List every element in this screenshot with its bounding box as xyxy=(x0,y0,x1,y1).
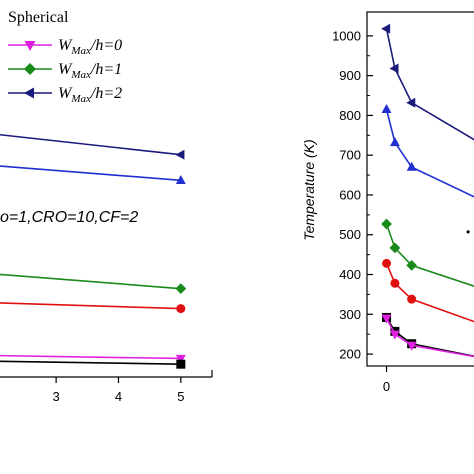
parameter-annotation: o=1,CRO=10,CF=2 xyxy=(0,209,138,226)
legend-marker-1 xyxy=(24,63,36,75)
left-series-marker-h0 xyxy=(175,354,186,364)
right-series-marker-green-1 xyxy=(389,242,401,254)
legend: WMax/h=0 WMax/h=1 WMax/h=2 xyxy=(8,37,122,105)
right-series-marker-navy-1 xyxy=(389,63,399,74)
left-series-marker-h2 xyxy=(175,149,185,160)
left-chart-panel: 3 4 5 Spherical WMax/h=0 WMax/h=1 WMax/h=2 o… xyxy=(0,9,213,404)
right-series-marker-red-0 xyxy=(382,258,392,268)
legend-label-2: WMax/h=2 xyxy=(58,85,122,105)
right-series-marker-navy-0 xyxy=(381,23,391,34)
left-series-marker-h1b xyxy=(176,304,186,314)
right-plot-frame xyxy=(366,11,474,367)
right-y-tick-label: 600 xyxy=(339,187,361,202)
left-series-line-h1b xyxy=(0,302,181,310)
right-series-marker-green-0 xyxy=(381,218,392,230)
left-series-line-h0 xyxy=(0,354,181,360)
right-series-marker-blue-1 xyxy=(389,137,400,147)
right-series-line-blue xyxy=(385,109,474,198)
right-series-marker-red-1 xyxy=(390,278,400,288)
right-series-line-green xyxy=(385,223,474,287)
right-series-marker-navy-2 xyxy=(406,97,416,108)
right-series-marker-magenta-1 xyxy=(389,330,400,340)
legend-label-0: WMax/h=0 xyxy=(58,37,122,57)
clipped-label-fragment: • xyxy=(466,225,470,239)
left-x-tick-label: 4 xyxy=(115,389,122,404)
right-series-marker-blue-0 xyxy=(381,104,392,114)
right-y-tick-label: 200 xyxy=(339,347,361,362)
right-series-line-navy xyxy=(385,28,474,141)
right-y-tick-label: 500 xyxy=(339,227,361,242)
y-axis-label: Temperature (K) xyxy=(301,139,317,240)
right-series-marker-magenta-2 xyxy=(406,341,417,351)
right-y-tick-label: 800 xyxy=(339,108,361,123)
left-x-tick-label: 5 xyxy=(177,389,184,404)
left-series-marker-hk xyxy=(176,359,186,369)
legend-label-1: WMax/h=1 xyxy=(58,61,122,81)
legend-title: Spherical xyxy=(8,9,69,26)
right-series-marker-red-2 xyxy=(407,294,417,304)
right-x-tick-label: 0 xyxy=(383,379,390,394)
right-series-line-magenta xyxy=(385,317,474,358)
left-series-line-h2 xyxy=(0,133,181,156)
right-series-group xyxy=(381,23,474,358)
right-y-ticks: 200 300 400 500 600 700 800 900 1000 xyxy=(332,28,373,362)
legend-marker-0 xyxy=(24,41,36,51)
right-y-tick-label: 1000 xyxy=(332,28,361,43)
right-series-marker-blue-2 xyxy=(406,161,417,171)
left-x-ticks: 3 4 5 xyxy=(53,377,184,404)
legend-marker-2 xyxy=(24,87,34,99)
left-series-line-h2b xyxy=(0,165,181,182)
right-y-tick-label: 300 xyxy=(339,307,361,322)
right-series-line-red xyxy=(385,263,474,323)
left-series-marker-h2b xyxy=(175,174,186,184)
right-chart-panel: 200 300 400 500 600 700 800 900 1000 0 Temperatu… xyxy=(301,11,474,394)
right-series-marker-green-2 xyxy=(406,259,418,271)
left-x-tick-label: 3 xyxy=(53,389,60,404)
right-x-ticks: 0 xyxy=(383,366,390,394)
right-y-tick-label: 700 xyxy=(339,148,361,163)
right-y-tick-label: 400 xyxy=(339,267,361,282)
left-series-line-hk xyxy=(0,360,181,365)
left-series-line-h1 xyxy=(0,273,181,290)
right-series-marker-magenta-0 xyxy=(381,314,392,324)
left-series-marker-h1 xyxy=(175,283,187,295)
right-y-tick-label: 900 xyxy=(339,68,361,83)
left-series-group xyxy=(0,133,187,369)
